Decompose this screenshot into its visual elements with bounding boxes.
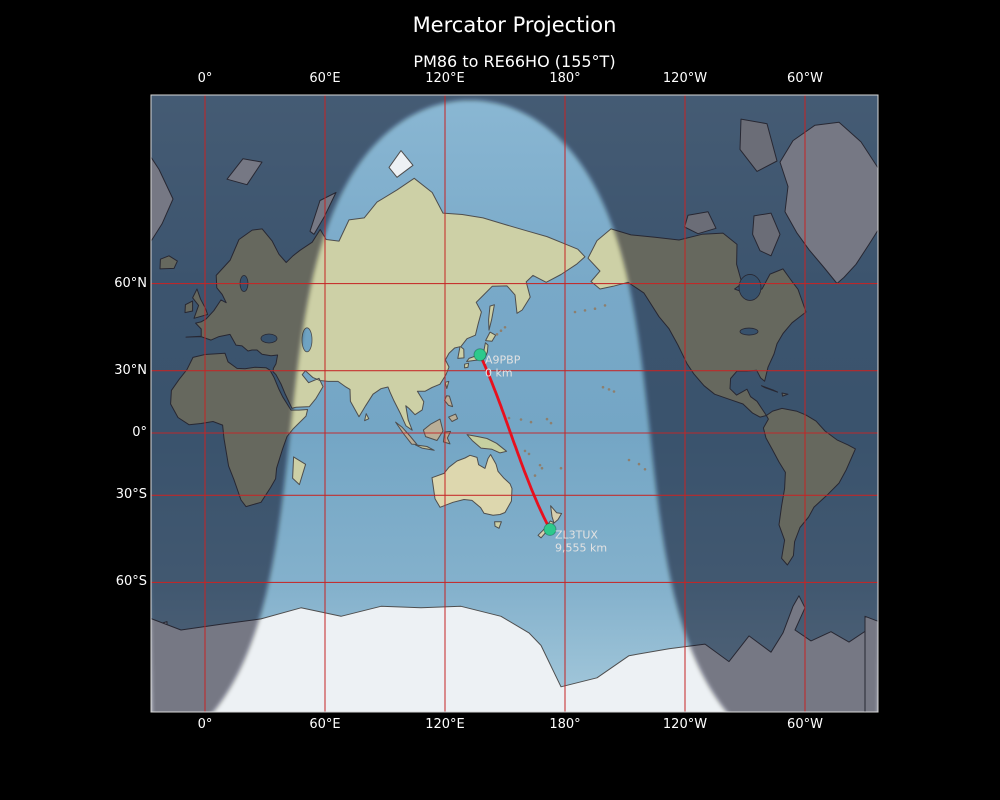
small-island (529, 420, 533, 424)
land-sakhalin (488, 304, 495, 331)
top-axis-tick: 180° (549, 71, 581, 86)
small-island (607, 388, 611, 391)
land-borneo (422, 418, 444, 441)
small-island (637, 462, 641, 466)
small-island (523, 449, 527, 453)
small-island (627, 458, 631, 462)
station-marker-a9pbp (473, 348, 487, 362)
small-island (499, 329, 503, 333)
station-marker-zl3tux (543, 522, 557, 536)
land-antarctica (864, 615, 878, 712)
land-hokkaido (485, 331, 497, 342)
great-circle-path (478, 354, 552, 531)
land-tasmania (494, 521, 502, 529)
station-callsign-label: A9PBP (485, 354, 521, 367)
left-axis-tick: 60°S (115, 574, 147, 590)
land-mindanao (448, 413, 459, 422)
left-axis-tick: 0° (132, 425, 147, 440)
station-callsign-label: ZL3TUX (555, 528, 598, 541)
small-island (612, 390, 616, 393)
land-new-zealand-north (550, 505, 563, 524)
small-island (549, 421, 553, 425)
station-distance-label: 0 km (485, 367, 513, 380)
small-island (507, 416, 511, 420)
small-island (603, 304, 607, 307)
station-distance-label: 9,555 km (555, 541, 607, 554)
small-island (573, 310, 577, 314)
small-island (540, 466, 544, 470)
land-severnaya-zemlya (388, 150, 414, 178)
map-title: Mercator Projection (412, 13, 617, 37)
bottom-axis-tick: 120°E (425, 717, 465, 732)
bottom-axis-tick: 60°E (309, 717, 341, 732)
left-axis-tick: 30°S (115, 487, 147, 503)
land-java (414, 444, 435, 451)
small-island (533, 474, 537, 477)
lake (301, 327, 313, 353)
land-madagascar (292, 456, 307, 486)
small-island (527, 452, 531, 456)
top-axis-tick: 0° (197, 71, 213, 86)
small-island (519, 418, 523, 421)
bottom-axis-tick: 180° (549, 717, 581, 732)
small-island (643, 467, 647, 471)
small-island (495, 333, 499, 336)
land-japan-kyushu (464, 362, 470, 369)
top-axis-tick: 60°W (787, 71, 823, 86)
left-axis-tick: 30°N (114, 362, 147, 378)
land-sri-lanka (364, 413, 370, 422)
plot-frame (150, 94, 879, 713)
small-island (583, 309, 587, 312)
bottom-axis-tick: 120°W (662, 717, 708, 732)
land-australia (431, 454, 513, 516)
bottom-axis-tick: 0° (197, 717, 213, 732)
left-axis-tick: 60°N (114, 275, 147, 291)
small-island (503, 325, 507, 329)
small-island (545, 417, 549, 421)
map-subtitle: PM86 to RE66HO (155°T) (413, 52, 616, 71)
top-axis-tick: 60°E (309, 71, 341, 86)
bottom-axis-tick: 60°W (787, 717, 823, 732)
land-new-guinea (466, 434, 508, 454)
land-luzon (444, 395, 454, 408)
land-taiwan (444, 380, 450, 389)
top-axis-tick: 120°E (425, 71, 465, 86)
top-axis-tick: 120°W (662, 71, 708, 86)
land-antarctica (151, 621, 168, 712)
small-island (601, 385, 605, 389)
small-island (593, 307, 597, 311)
small-island (559, 466, 563, 470)
small-island (538, 463, 542, 467)
night-overlay (151, 95, 878, 712)
